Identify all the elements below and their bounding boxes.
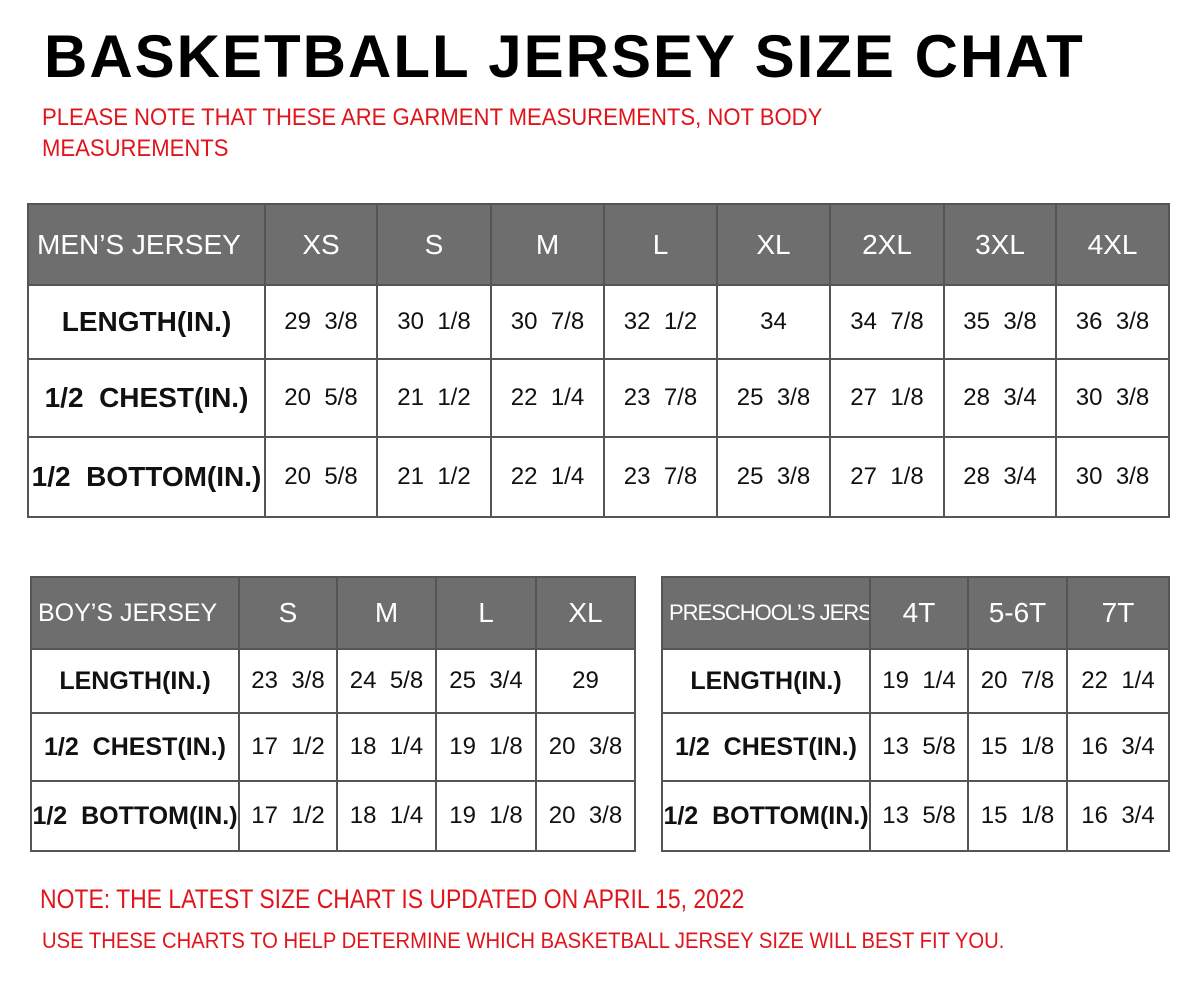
table-row: 1/2 BOTTOM(IN.) 17 1/2 18 1/4 19 1/8 20 3/8 (30, 780, 636, 852)
measurement-value-cell: 18 1/4 (336, 780, 437, 852)
preschool-size-table: PRESCHOOL’S JERSEY4T5-6T7TLENGTH(IN.)19 … (661, 576, 1170, 852)
measurement-value-cell: 32 1/2 (603, 284, 718, 360)
measurement-value-cell: 18 1/4 (336, 712, 437, 782)
measurement-label-cell: 1/2 CHEST(IN.) (30, 712, 240, 782)
size-header-cell: L (603, 203, 718, 286)
size-header-cell: 2XL (829, 203, 945, 286)
measurement-label-cell: 1/2 CHEST(IN.) (27, 358, 266, 438)
measurement-value-cell: 22 1/4 (490, 358, 605, 438)
measurement-value-cell: 20 7/8 (967, 648, 1068, 714)
measurement-value-cell: 13 5/8 (869, 780, 969, 852)
garment-note-line1: PLEASE NOTE THAT THESE ARE GARMENT MEASU… (42, 104, 823, 131)
table-row: 1/2 BOTTOM(IN.) 13 5/8 15 1/8 16 3/4 (661, 780, 1170, 852)
updated-note: NOTE: THE LATEST SIZE CHART IS UPDATED O… (40, 884, 745, 914)
measurement-value-cell: 17 1/2 (238, 712, 338, 782)
mens-size-table: MEN’S JERSEY XS S M L XL 2XL 3XL 4XL LENGTH(IN.) 2… (27, 203, 1170, 518)
measurement-value-cell: 19 1/8 (435, 780, 537, 852)
measurement-value-cell: 22 1/4 (1066, 648, 1170, 714)
measurement-value-cell: 23 7/8 (603, 436, 718, 518)
measurement-value-cell: 27 1/8 (829, 358, 945, 438)
measurement-value-cell: 19 1/8 (435, 712, 537, 782)
measurement-value-cell: 15 1/8 (967, 712, 1068, 782)
size-header-cell: XS (264, 203, 378, 286)
table-row: 1/2 CHEST(IN.) 20 5/8 21 1/2 22 1/4 23 7/8 25… (27, 358, 1170, 438)
measurement-value-cell: 20 3/8 (535, 712, 636, 782)
measurement-label-cell: LENGTH(IN.) (30, 648, 240, 714)
measurement-value-cell: 16 3/4 (1066, 712, 1170, 782)
measurement-value-cell: 20 5/8 (264, 358, 378, 438)
measurement-value-cell: 25 3/4 (435, 648, 537, 714)
size-header-cell: 3XL (943, 203, 1057, 286)
table-title-cell: BOY’S JERSEY (30, 576, 240, 650)
size-header-cell: M (336, 576, 437, 650)
table-title-cell: MEN’S JERSEY (27, 203, 266, 286)
measurement-value-cell: 29 3/8 (264, 284, 378, 360)
measurement-value-cell: 23 3/8 (238, 648, 338, 714)
size-header-cell: S (238, 576, 338, 650)
size-header-cell: M (490, 203, 605, 286)
measurement-value-cell: 23 7/8 (603, 358, 718, 438)
measurement-value-cell: 30 7/8 (490, 284, 605, 360)
measurement-value-cell: 25 3/8 (716, 358, 831, 438)
measurement-value-cell: 22 1/4 (490, 436, 605, 518)
measurement-label-cell: LENGTH(IN.) (661, 648, 871, 714)
table-row: 1/2 CHEST(IN.) 13 5/8 15 1/8 16 3/4 (661, 712, 1170, 782)
measurement-value-cell: 34 7/8 (829, 284, 945, 360)
measurement-value-cell: 17 1/2 (238, 780, 338, 852)
measurement-value-cell: 25 3/8 (716, 436, 831, 518)
measurement-value-cell: 29 (535, 648, 636, 714)
measurement-value-cell: 34 (716, 284, 831, 360)
measurement-value-cell: 21 1/2 (376, 436, 492, 518)
measurement-value-cell: 20 5/8 (264, 436, 378, 518)
measurement-value-cell: 28 3/4 (943, 358, 1057, 438)
size-header-cell: L (435, 576, 537, 650)
measurement-label-cell: 1/2 BOTTOM(IN.) (661, 780, 871, 852)
size-header-cell: S (376, 203, 492, 286)
size-header-cell: XL (716, 203, 831, 286)
size-header-cell: 4XL (1055, 203, 1170, 286)
usage-note: USE THESE CHARTS TO HELP DETERMINE WHICH… (42, 928, 1005, 953)
size-header-cell: 7T (1066, 576, 1170, 650)
measurement-value-cell: 30 3/8 (1055, 436, 1170, 518)
measurement-value-cell: 30 1/8 (376, 284, 492, 360)
measurement-value-cell: 16 3/4 (1066, 780, 1170, 852)
size-header-cell: 5-6T (967, 576, 1068, 650)
measurement-value-cell: 15 1/8 (967, 780, 1068, 852)
measurement-value-cell: 21 1/2 (376, 358, 492, 438)
table-title-cell: PRESCHOOL’S JERSEY (661, 576, 871, 650)
measurement-value-cell: 19 1/4 (869, 648, 969, 714)
table-row: 1/2 BOTTOM(IN.) 20 5/8 21 1/2 22 1/4 23 7/8 2… (27, 436, 1170, 518)
table-row: LENGTH(IN.) 19 1/4 20 7/8 22 1/4 (661, 648, 1170, 714)
measurement-label-cell: 1/2 BOTTOM(IN.) (30, 780, 240, 852)
boys-size-table: BOY’S JERSEY S M L XL LENGTH(IN.) 23 3/8 24 5/8… (30, 576, 636, 852)
measurement-label-cell: 1/2 CHEST(IN.) (661, 712, 871, 782)
measurement-label-cell: LENGTH(IN.) (27, 284, 266, 360)
measurement-value-cell: 27 1/8 (829, 436, 945, 518)
table-header-row: BOY’S JERSEY S M L XL (30, 576, 636, 650)
measurement-value-cell: 30 3/8 (1055, 358, 1170, 438)
size-header-cell: XL (535, 576, 636, 650)
size-header-cell: 4T (869, 576, 969, 650)
measurement-value-cell: 13 5/8 (869, 712, 969, 782)
table-row: 1/2 CHEST(IN.) 17 1/2 18 1/4 19 1/8 20 3/8 (30, 712, 636, 782)
page-title: BASKETBALL JERSEY SIZE CHAT (44, 23, 1085, 90)
measurement-label-cell: 1/2 BOTTOM(IN.) (27, 436, 266, 518)
measurement-value-cell: 24 5/8 (336, 648, 437, 714)
table-header-row: MEN’S JERSEY XS S M L XL 2XL 3XL 4XL (27, 203, 1170, 286)
measurement-value-cell: 36 3/8 (1055, 284, 1170, 360)
measurement-value-cell: 20 3/8 (535, 780, 636, 852)
table-row: LENGTH(IN.) 29 3/8 30 1/8 30 7/8 32 1/2 34 34 … (27, 284, 1170, 360)
garment-note-line2: MEASUREMENTS (42, 135, 229, 162)
table-row: LENGTH(IN.) 23 3/8 24 5/8 25 3/4 29 (30, 648, 636, 714)
measurement-value-cell: 28 3/4 (943, 436, 1057, 518)
measurement-value-cell: 35 3/8 (943, 284, 1057, 360)
